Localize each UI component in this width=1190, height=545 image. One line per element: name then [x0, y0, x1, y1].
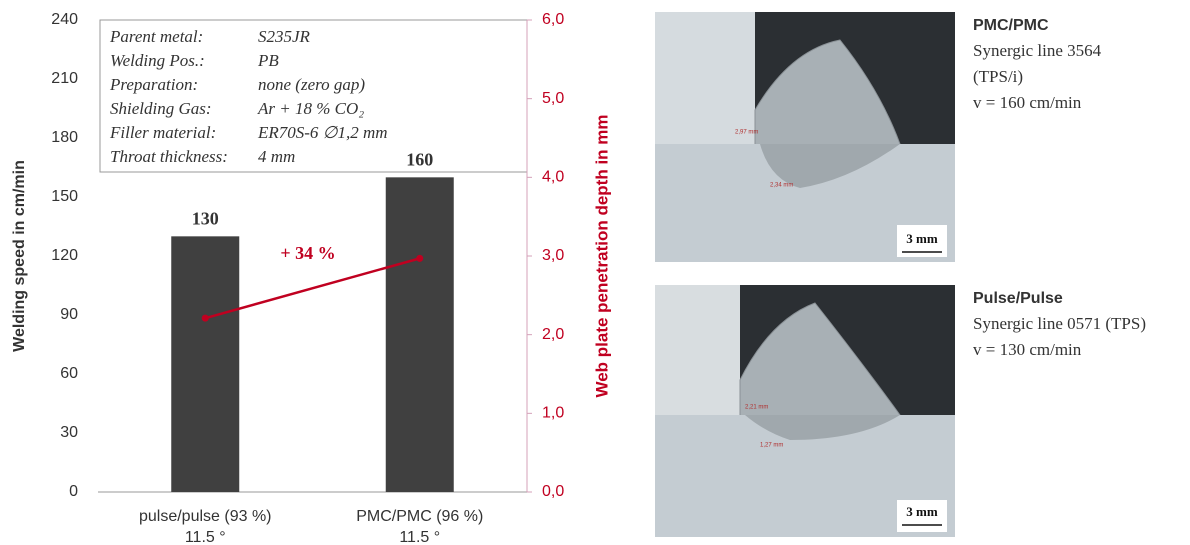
- info-key: Welding Pos.:: [110, 51, 205, 70]
- info-value: none (zero gap): [258, 75, 365, 94]
- y2-tick-label: 6,0: [542, 11, 564, 28]
- y2-axis-label: Web plate penetration depth in mm: [592, 114, 611, 397]
- y-tick-label: 210: [51, 70, 78, 87]
- y2-tick-label: 2,0: [542, 326, 564, 343]
- y2-tick-label: 4,0: [542, 169, 564, 186]
- info-value: PB: [257, 51, 279, 70]
- bar: [171, 236, 239, 492]
- info-key: Preparation:: [109, 75, 198, 94]
- y2-tick-label: 3,0: [542, 247, 564, 264]
- info-value: ER70S-6 ∅1,2 mm: [257, 123, 388, 142]
- bar: [386, 177, 454, 492]
- scale-label: 3 mm: [906, 231, 938, 246]
- data-label: 130: [192, 208, 219, 228]
- y-tick-label: 180: [51, 129, 78, 146]
- page: {"chart_data": {"type": "bar", "y_label"…: [0, 0, 1190, 545]
- data-label: 160: [406, 149, 433, 169]
- micrograph-text: Synergic line 0571 (TPS): [973, 314, 1146, 333]
- info-key: Shielding Gas:: [110, 99, 212, 118]
- info-key: Filler material:: [109, 123, 216, 142]
- x-tick-label: pulse/pulse (93 %): [139, 508, 272, 525]
- x-tick-note: 11.5 °: [185, 529, 226, 545]
- micrograph-title: Pulse/Pulse: [973, 290, 1063, 307]
- info-value: S235JR: [258, 27, 311, 46]
- micrograph-text: Synergic line 3564: [973, 41, 1102, 60]
- y-tick-label: 240: [51, 11, 78, 28]
- y-tick-label: 30: [60, 424, 78, 441]
- micrograph: [655, 12, 955, 262]
- y-tick-label: 120: [51, 247, 78, 264]
- measure: 2,34 mm: [770, 183, 793, 189]
- y-tick-label: 150: [51, 188, 78, 205]
- y2-tick-label: 1,0: [542, 405, 564, 422]
- info-value: 4 mm: [258, 147, 295, 166]
- x-tick-label: PMC/PMC (96 %): [356, 508, 483, 525]
- measure: 2,97 mm: [735, 130, 758, 136]
- x-tick-note: 11.5 °: [399, 529, 440, 545]
- micrograph-text: v = 130 cm/min: [973, 340, 1082, 359]
- micrograph-text: v = 160 cm/min: [973, 93, 1082, 112]
- micrograph-text: (TPS/i): [973, 67, 1023, 86]
- y2-tick-label: 0,0: [542, 483, 564, 500]
- point: [416, 255, 423, 262]
- scale-label: 3 mm: [906, 504, 938, 519]
- figure: Welding speed in cm/min Web plate penetr…: [0, 0, 1190, 545]
- point: [202, 315, 209, 322]
- micrograph: [655, 285, 955, 537]
- measure: 1,27 mm: [760, 443, 783, 449]
- y-tick-label: 0: [69, 483, 78, 500]
- y-axis-label: Welding speed in cm/min: [11, 160, 28, 352]
- measure: 2,21 mm: [745, 405, 768, 411]
- info-key: Throat thickness:: [110, 147, 228, 166]
- y-tick-label: 90: [60, 306, 78, 323]
- y-tick-label: 60: [60, 365, 78, 382]
- y2-tick-label: 5,0: [542, 90, 564, 107]
- micrograph-title: PMC/PMC: [973, 17, 1049, 34]
- annotation: + 34 %: [280, 243, 335, 263]
- info-key: Parent metal:: [109, 27, 203, 46]
- info-value: Ar + 18 % CO₂: [257, 99, 364, 118]
